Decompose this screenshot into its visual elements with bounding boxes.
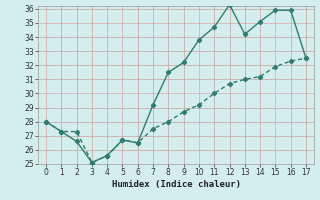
X-axis label: Humidex (Indice chaleur): Humidex (Indice chaleur) bbox=[111, 180, 241, 189]
